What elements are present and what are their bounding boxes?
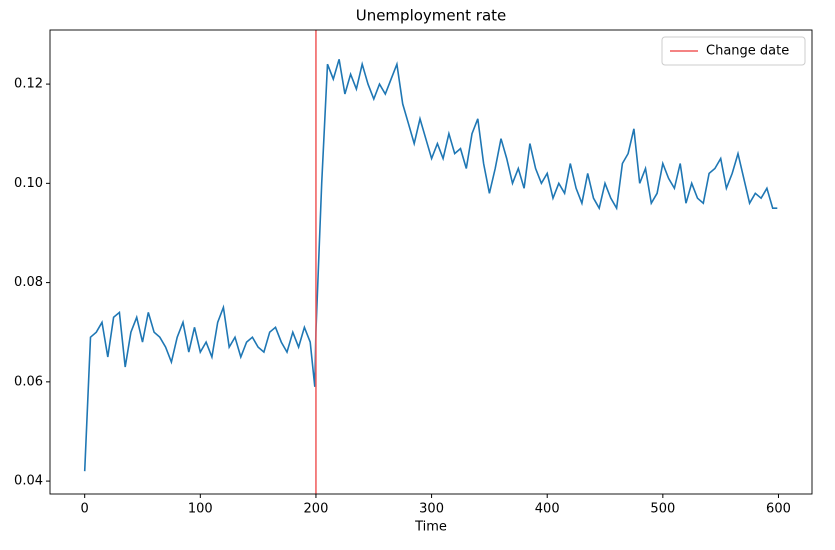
chart-title: Unemployment rate	[356, 7, 507, 25]
x-tick-label: 400	[535, 502, 560, 517]
x-axis-label: Time	[414, 520, 447, 535]
data-line	[83, 59, 778, 472]
x-tick-label: 200	[304, 502, 329, 517]
axes-frame	[49, 29, 813, 495]
x-tick-label: 500	[650, 502, 675, 517]
y-tick-label: 0.10	[14, 176, 43, 191]
y-tick-label: 0.06	[14, 374, 43, 389]
legend-box	[661, 36, 806, 66]
x-tick-label: 600	[766, 502, 791, 517]
y-tick-label: 0.12	[14, 77, 43, 92]
x-tick-label: 300	[419, 502, 444, 517]
x-tick-label: 0	[81, 502, 89, 517]
y-tick-label: 0.04	[14, 474, 43, 489]
x-tick-label: 100	[188, 502, 213, 517]
y-tick-label: 0.08	[14, 275, 43, 290]
legend-label: Change date	[706, 44, 789, 59]
